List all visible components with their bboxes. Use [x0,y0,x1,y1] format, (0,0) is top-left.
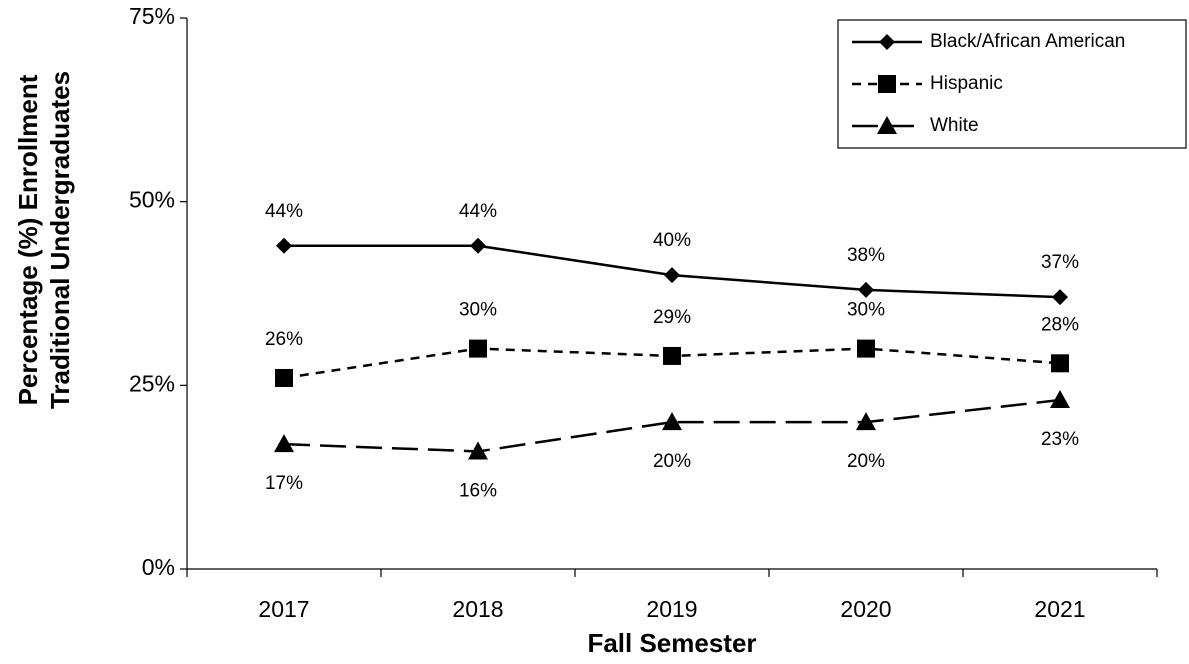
x-tick-label: 2017 [258,596,309,622]
data-label: 44% [459,201,497,222]
data-point [469,339,487,358]
data-point [663,346,681,365]
legend-marker [877,116,897,134]
series-line [283,398,1061,453]
legend-label: White [930,115,979,136]
data-label: 40% [653,230,691,251]
data-label: 37% [1041,252,1079,273]
data-point [274,434,294,453]
data-label: 29% [653,307,691,328]
data-point [858,281,874,298]
data-point [856,412,876,431]
data-point [1050,390,1070,409]
x-axis-title: Fall Semester [587,628,756,658]
data-point [1052,289,1068,306]
data-label: 16% [459,480,497,501]
y-axis-title: Percentage (%) Enrollment [13,74,43,405]
data-point [470,237,486,254]
data-label: 26% [265,329,303,350]
data-point [276,237,292,254]
data-point [275,368,293,387]
data-label: 44% [265,201,303,222]
data-label: 20% [653,451,691,472]
y-tick-label: 50% [129,187,175,213]
x-tick-label: 2019 [646,596,697,622]
x-tick-label: 2018 [452,596,503,622]
legend-label: Hispanic [930,73,1003,94]
data-label: 30% [459,300,497,321]
legend-marker [878,75,896,93]
legend-label: Black/African American [930,31,1125,52]
data-label: 28% [1041,314,1079,335]
y-axis-title: Traditional Undergraduates [45,71,75,409]
x-tick-label: 2020 [840,596,891,622]
data-label: 17% [265,473,303,494]
data-label: 38% [847,245,885,266]
data-point [468,441,488,460]
data-point [1051,354,1069,373]
x-tick-label: 2021 [1034,596,1085,622]
data-label: 20% [847,451,885,472]
data-label: 23% [1041,429,1079,450]
data-point [857,339,875,358]
y-tick-label: 0% [142,554,175,580]
legend-marker [879,34,895,50]
data-point [662,412,682,431]
y-tick-label: 25% [129,370,175,396]
data-point [664,267,680,284]
y-tick-label: 75% [129,3,175,29]
data-label: 30% [847,300,885,321]
